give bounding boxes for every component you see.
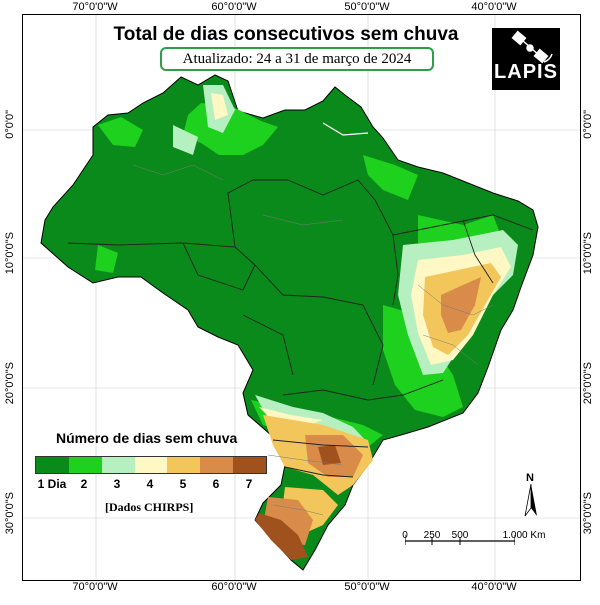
latitude-label-left: 0°0'0" [4, 110, 16, 139]
north-arrow-icon [524, 483, 537, 517]
longitude-label-bottom: 50°0'0"W [344, 581, 390, 593]
longitude-label-bottom: 40°0'0"W [471, 581, 517, 593]
north-label: N [526, 472, 534, 484]
legend-swatch [167, 457, 201, 473]
legend-label: 6 [212, 477, 220, 491]
map-frame [22, 14, 581, 581]
legend-label: 2 [80, 477, 88, 491]
legend-color-bar [35, 456, 267, 474]
lapis-logo: LAPIS [492, 28, 560, 90]
latitude-label-right: 30°0'0"S [582, 492, 594, 535]
latitude-label-right: 10°0'0"S [582, 232, 594, 275]
update-date: Atualizado: 24 a 31 de março de 2024 [160, 47, 434, 71]
scale-label: 250 [423, 530, 441, 541]
scale-label: 1.000 Km [502, 530, 546, 541]
latitude-label-left: 30°0'0"S [4, 492, 16, 535]
legend-swatch [200, 457, 234, 473]
latitude-label-left: 10°0'0"S [4, 232, 16, 275]
scale-label: 500 [451, 530, 469, 541]
legend-label: 5 [179, 477, 187, 491]
legend-swatch [101, 457, 135, 473]
brazil-territory [40, 74, 539, 571]
legend-swatch [68, 457, 102, 473]
satellite-icon [511, 30, 553, 64]
legend-label: 4 [146, 477, 154, 491]
map-title: Total de dias consecutivos sem chuva [113, 24, 459, 45]
legend-label: 1 Dia [37, 477, 67, 491]
legend-swatch [134, 457, 168, 473]
legend-swatch [233, 457, 267, 473]
data-source: [Dados CHIRPS] [105, 500, 194, 514]
legend-swatch [36, 457, 69, 473]
scale-label: 0 [402, 530, 408, 541]
legend-label: 7 [245, 477, 253, 491]
longitude-label-top: 70°0'0"W [72, 1, 118, 13]
legend-label: 3 [113, 477, 121, 491]
logo-text: LAPIS [494, 61, 558, 83]
longitude-label-top: 50°0'0"W [344, 1, 390, 13]
longitude-label-bottom: 60°0'0"W [211, 581, 257, 593]
legend-title: Número de dias sem chuva [56, 430, 238, 446]
latitude-label-left: 20°0'0"S [4, 362, 16, 405]
brazil-map [23, 15, 580, 580]
latitude-label-right: 0°0'0" [582, 110, 594, 139]
latitude-label-right: 20°0'0"S [582, 362, 594, 405]
longitude-label-top: 60°0'0"W [211, 1, 257, 13]
longitude-label-bottom: 70°0'0"W [72, 581, 118, 593]
longitude-label-top: 40°0'0"W [471, 1, 517, 13]
scale-bar [405, 535, 515, 545]
